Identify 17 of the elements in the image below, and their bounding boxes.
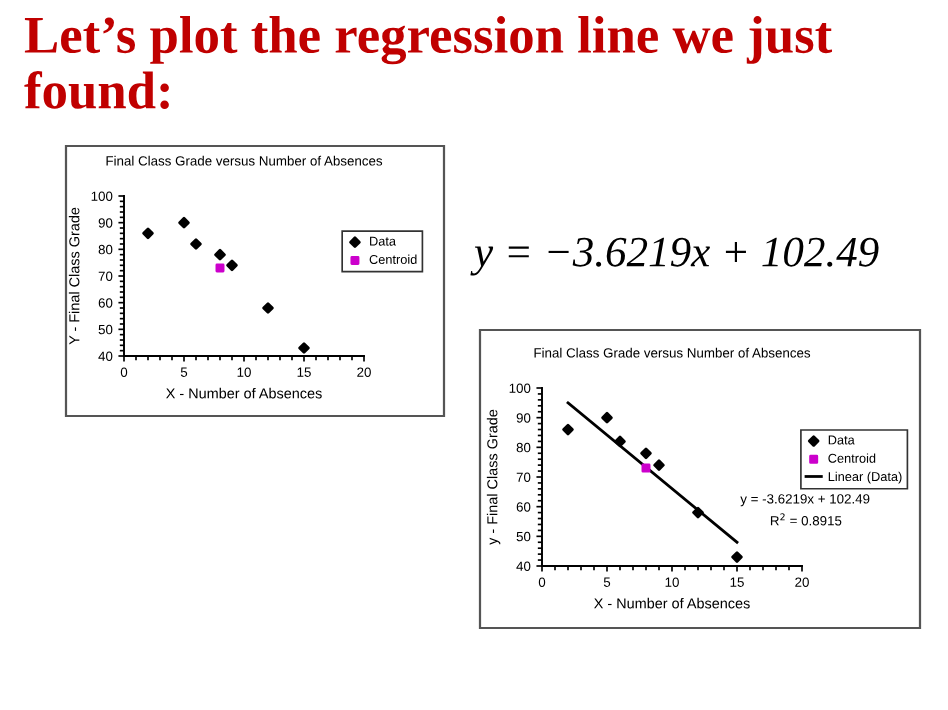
point bbox=[178, 216, 190, 229]
text: Let’s plot the regression line we just found: bbox=[24, 16, 833, 109]
point bbox=[214, 248, 226, 261]
point bbox=[692, 506, 704, 519]
point bbox=[262, 302, 274, 314]
point bbox=[142, 227, 154, 240]
text: y = −3.6219x + 102.49 bbox=[470, 237, 879, 276]
point bbox=[562, 423, 574, 436]
point bbox=[614, 435, 626, 448]
point bbox=[190, 238, 202, 250]
point bbox=[298, 342, 310, 354]
point bbox=[731, 551, 743, 563]
point bbox=[226, 259, 238, 272]
point bbox=[641, 463, 651, 473]
point bbox=[601, 411, 613, 424]
point bbox=[653, 459, 665, 471]
point bbox=[640, 447, 652, 460]
